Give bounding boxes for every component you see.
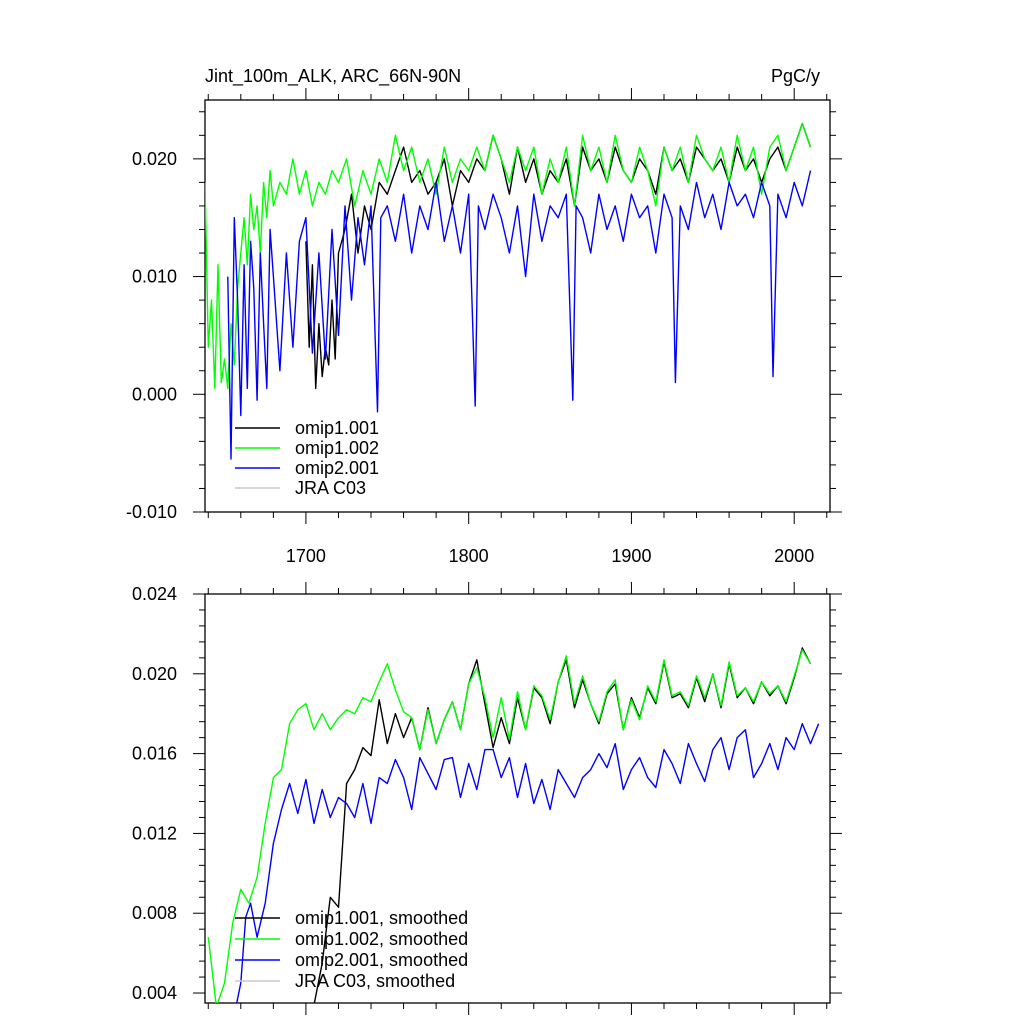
- x-ticks: [207, 582, 828, 1015]
- plot-frame: [204, 99, 831, 513]
- series-line-omip1-002: [205, 122, 812, 390]
- legend-label: omip2.001, smoothed: [295, 950, 468, 970]
- y-tick-label: 0.020: [132, 664, 177, 684]
- plot-frame: [204, 593, 831, 1004]
- x-tick-label: 1900: [611, 546, 651, 566]
- y-tick-label: 0.024: [132, 584, 177, 604]
- y-tick-label: 0.008: [132, 903, 177, 923]
- y-tick-label: 0.010: [132, 267, 177, 287]
- y-tick-label: 0.012: [132, 823, 177, 843]
- legend-label: omip1.002: [295, 438, 379, 458]
- top-panel: 1700 1800 1900 2000 -0.010 0.000 0.010 0.020 omi…: [126, 88, 842, 566]
- legend-label: omip1.001: [295, 418, 379, 438]
- legend-label: JRA C03, smoothed: [295, 971, 455, 991]
- x-ticks: [207, 88, 828, 524]
- series-line-omip1-002-smoothed: [207, 649, 812, 1003]
- y-tick-label: 0.020: [132, 149, 177, 169]
- legend-label: omip1.001, smoothed: [295, 908, 468, 928]
- series-line-omip1-001: [305, 122, 812, 390]
- y-tick-label: 0.016: [132, 744, 177, 764]
- legend-label: JRA C03: [295, 478, 366, 498]
- x-tick-label: 1800: [449, 546, 489, 566]
- y-tick-label: -0.010: [126, 502, 177, 522]
- y-tick-label: 0.004: [132, 983, 177, 1003]
- series-line-omip2-001-smoothed: [236, 723, 820, 1003]
- y-ticks: [193, 111, 842, 513]
- bottom-panel: 0.004 0.008 0.012 0.016 0.020 0.024 omip1.001,…: [132, 582, 842, 1015]
- y-tick-label: 0.000: [132, 384, 177, 404]
- series-line-omip2-001: [227, 170, 812, 460]
- top-title-right: PgC/y: [771, 66, 820, 86]
- legend-label: omip1.002, smoothed: [295, 929, 468, 949]
- x-tick-label: 2000: [774, 546, 814, 566]
- x-tick-label: 1700: [286, 546, 326, 566]
- top-title-left: Jint_100m_ALK, ARC_66N-90N: [205, 66, 461, 87]
- y-ticks: [193, 593, 842, 994]
- legend-label: omip2.001: [295, 458, 379, 478]
